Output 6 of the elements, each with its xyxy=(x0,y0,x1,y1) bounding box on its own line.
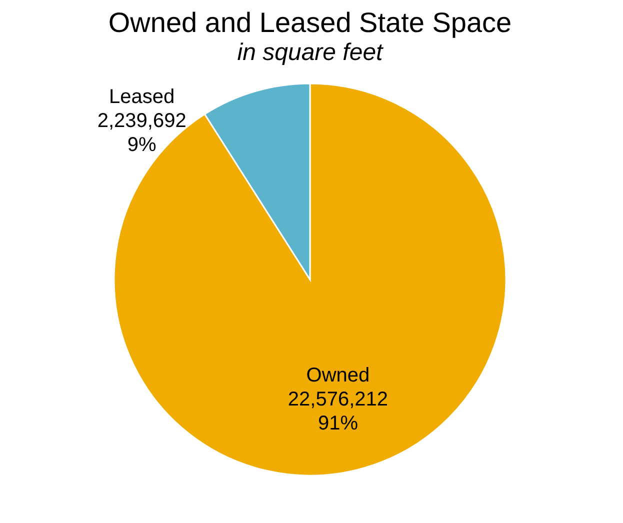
data-label: 2,239,692 9% xyxy=(97,110,186,156)
slice-label: Owned xyxy=(306,364,370,387)
chart-subtitle: in square feet xyxy=(237,39,384,66)
chart-title: Owned and Leased State Space xyxy=(108,7,512,38)
slice-label: Leased xyxy=(109,86,175,108)
data-label: 22,576,212 91% xyxy=(288,388,388,435)
